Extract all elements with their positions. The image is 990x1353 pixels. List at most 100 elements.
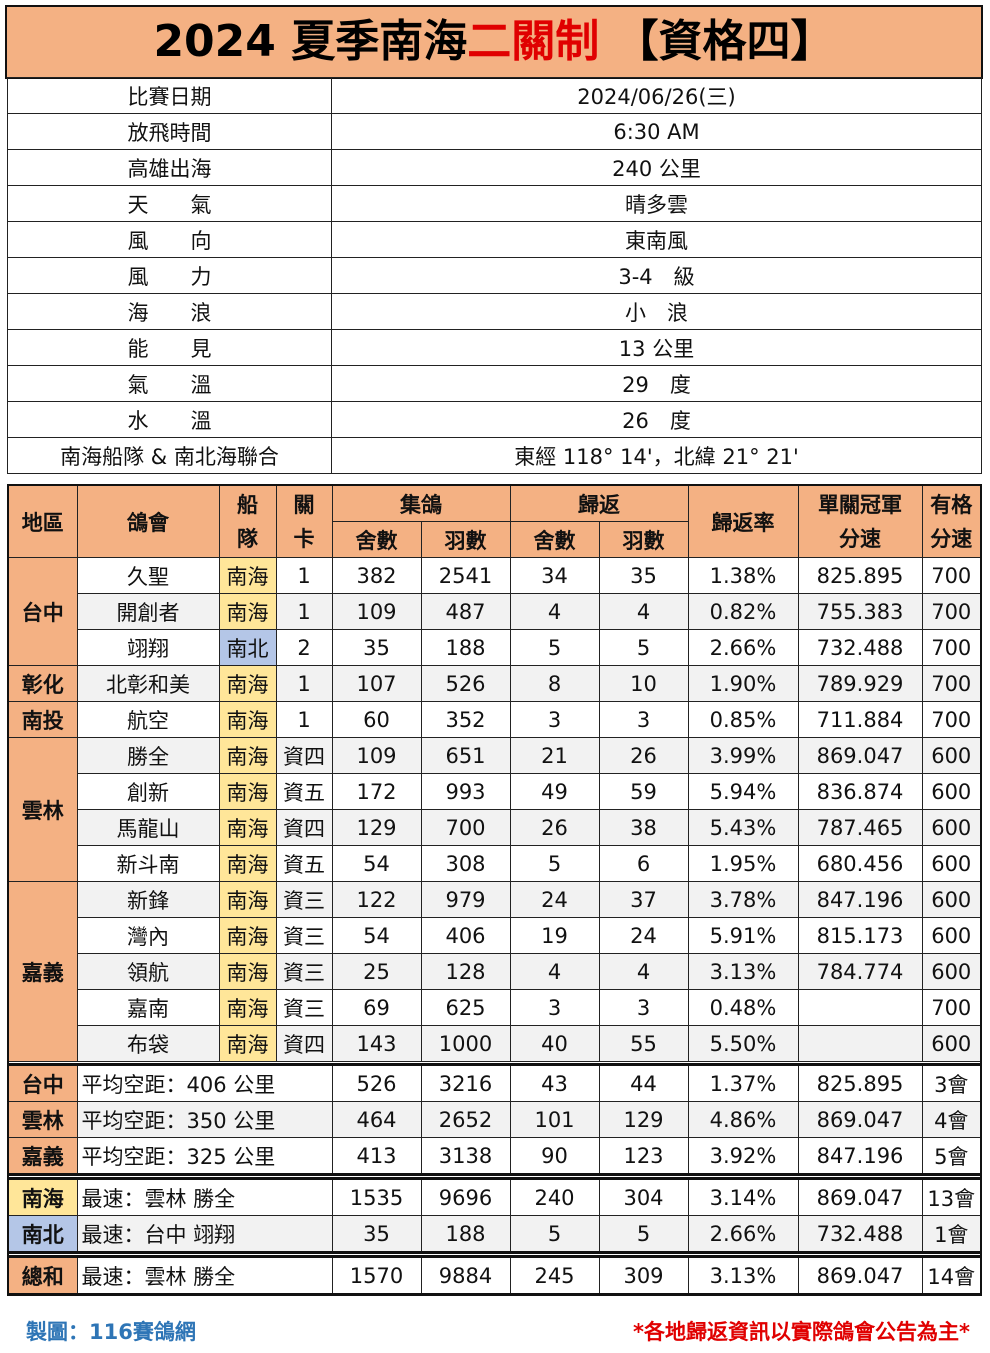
header-gate: 關 卡 (275, 484, 333, 558)
header-qualifying-speed: 有格 分速 (921, 484, 982, 558)
champion-speed: 869.047 (797, 737, 923, 774)
collect-lofts: 109 (331, 593, 422, 630)
header-return-birds: 羽數 (598, 521, 689, 558)
collect-lofts: 69 (331, 989, 422, 1026)
qualifying-speed: 600 (921, 809, 982, 846)
info-label: 風 力 (7, 257, 332, 294)
champion-speed: 836.874 (797, 773, 923, 810)
table-row: 翊翔 南北 2 35 188 5 5 2.66% 732.488 700 (8, 629, 982, 666)
info-label: 氣 溫 (7, 365, 332, 402)
collect-birds: 2541 (420, 557, 511, 594)
collect-lofts: 172 (331, 773, 422, 810)
collect-lofts: 122 (331, 881, 422, 918)
return-rate: 1.37% (687, 1063, 799, 1102)
info-value: 29 度 (331, 365, 982, 402)
summary-note: 平均空距：406 公里 (76, 1063, 333, 1102)
table-row: 布袋 南海 資四 143 1000 40 55 5.50% 600 (8, 1025, 982, 1062)
collect-lofts: 107 (331, 665, 422, 702)
title-highlight: 二關制 (467, 16, 600, 67)
table-row: 創新 南海 資五 172 993 49 59 5.94% 836.874 600 (8, 773, 982, 810)
return-rate: 1.38% (687, 557, 799, 594)
collect-birds: 188 (420, 629, 511, 666)
gate: 資五 (275, 773, 333, 810)
return-lofts: 3 (509, 701, 600, 738)
return-lofts: 245 (509, 1255, 600, 1296)
collect-birds: 3216 (420, 1063, 511, 1102)
table-row: 雲林 勝全 南海 資四 109 651 21 26 3.99% 869.047 600 (7, 737, 982, 882)
fleet: 南海 (218, 917, 277, 954)
return-rate: 5.94% (687, 773, 799, 810)
summary-note: 最速：雲林 勝全 (76, 1255, 333, 1296)
return-rate: 1.90% (687, 665, 799, 702)
fleet: 南海 (218, 989, 277, 1026)
return-lofts: 49 (509, 773, 600, 810)
club-name: 新斗南 (76, 845, 220, 882)
return-lofts: 5 (509, 629, 600, 666)
collect-birds: 406 (420, 917, 511, 954)
summary-row: 總和 最速：雲林 勝全 1570 9884 245 309 3.13% 869.047 14會 (7, 1255, 982, 1296)
fleet: 南海 (218, 809, 277, 846)
gate: 資四 (275, 737, 333, 774)
club-name: 北彰和美 (76, 665, 220, 702)
summary-note: 平均空距：325 公里 (76, 1137, 333, 1176)
summary-label: 南北 (7, 1215, 78, 1254)
fleet: 南北 (218, 629, 277, 666)
champion-speed: 847.196 (797, 1137, 923, 1176)
return-rate: 0.48% (687, 989, 799, 1026)
champion-speed: 847.196 (797, 881, 923, 918)
return-lofts: 240 (509, 1177, 600, 1216)
fleet: 南海 (218, 773, 277, 810)
return-birds: 10 (598, 665, 689, 702)
champion-speed: 825.895 (797, 1063, 923, 1102)
header-collect-birds: 羽數 (420, 521, 511, 558)
collect-birds: 9884 (420, 1255, 511, 1296)
collect-lofts: 143 (331, 1025, 422, 1062)
results-table: 地區 鴿會 船 隊 關 卡 集鴿 歸返 歸返率 單關冠軍 分速 有格 分速 舍數… (7, 484, 982, 1296)
info-value: 240 公里 (331, 149, 982, 186)
return-lofts: 4 (509, 593, 600, 630)
club-name: 航空 (76, 701, 220, 738)
champion-speed: 680.456 (797, 845, 923, 882)
club-name: 翊翔 (76, 629, 220, 666)
collect-birds: 625 (420, 989, 511, 1026)
gate: 資三 (275, 881, 333, 918)
table-row: 台中 久聖 南海 1 382 2541 34 35 1.38% 825.895 700 (7, 557, 982, 666)
champion-speed: 825.895 (797, 557, 923, 594)
club-count: 13會 (921, 1177, 982, 1216)
race-info-table: 比賽日期 2024/06/26(三) 放飛時間 6:30 AM 高雄出海 240 公里天 … (7, 77, 982, 474)
info-value: 26 度 (331, 401, 982, 438)
return-rate: 0.82% (687, 593, 799, 630)
table-row: 領航 南海 資三 25 128 4 4 3.13% 784.774 600 (8, 953, 982, 990)
gate: 1 (275, 593, 333, 630)
collect-lofts: 54 (331, 917, 422, 954)
qualifying-speed: 600 (921, 1025, 982, 1062)
info-row: 風 力 3-4 級 (7, 257, 982, 294)
summary-note: 最速：雲林 勝全 (76, 1177, 333, 1216)
summary-row: 南北 最速：台中 翊翔 35 188 5 5 2.66% 732.488 1會 (7, 1215, 982, 1254)
qualifying-speed: 600 (921, 773, 982, 810)
collect-birds: 651 (420, 737, 511, 774)
return-lofts: 43 (509, 1063, 600, 1102)
return-lofts: 34 (509, 557, 600, 594)
collect-birds: 308 (420, 845, 511, 882)
summary-label: 嘉義 (7, 1137, 78, 1176)
club-name: 新鋒 (76, 881, 220, 918)
champion-speed: 755.383 (797, 593, 923, 630)
champion-speed: 732.488 (797, 629, 923, 666)
summary-label: 雲林 (7, 1101, 78, 1138)
qualifying-speed: 700 (921, 989, 982, 1026)
champion-speed (797, 989, 923, 1026)
gate: 資五 (275, 845, 333, 882)
club-name: 開創者 (76, 593, 220, 630)
collect-birds: 487 (420, 593, 511, 630)
fleet: 南海 (218, 701, 277, 738)
club-count: 5會 (921, 1137, 982, 1176)
club-count: 14會 (921, 1255, 982, 1296)
collect-birds: 9696 (420, 1177, 511, 1216)
return-lofts: 40 (509, 1025, 600, 1062)
return-rate: 2.66% (687, 1215, 799, 1254)
disclaimer-note: *各地歸返資訊以實際鴿會公告為主* (633, 1320, 970, 1344)
club-count: 1會 (921, 1215, 982, 1254)
table-row: 馬龍山 南海 資四 129 700 26 38 5.43% 787.465 600 (8, 809, 982, 846)
return-rate: 3.13% (687, 953, 799, 990)
